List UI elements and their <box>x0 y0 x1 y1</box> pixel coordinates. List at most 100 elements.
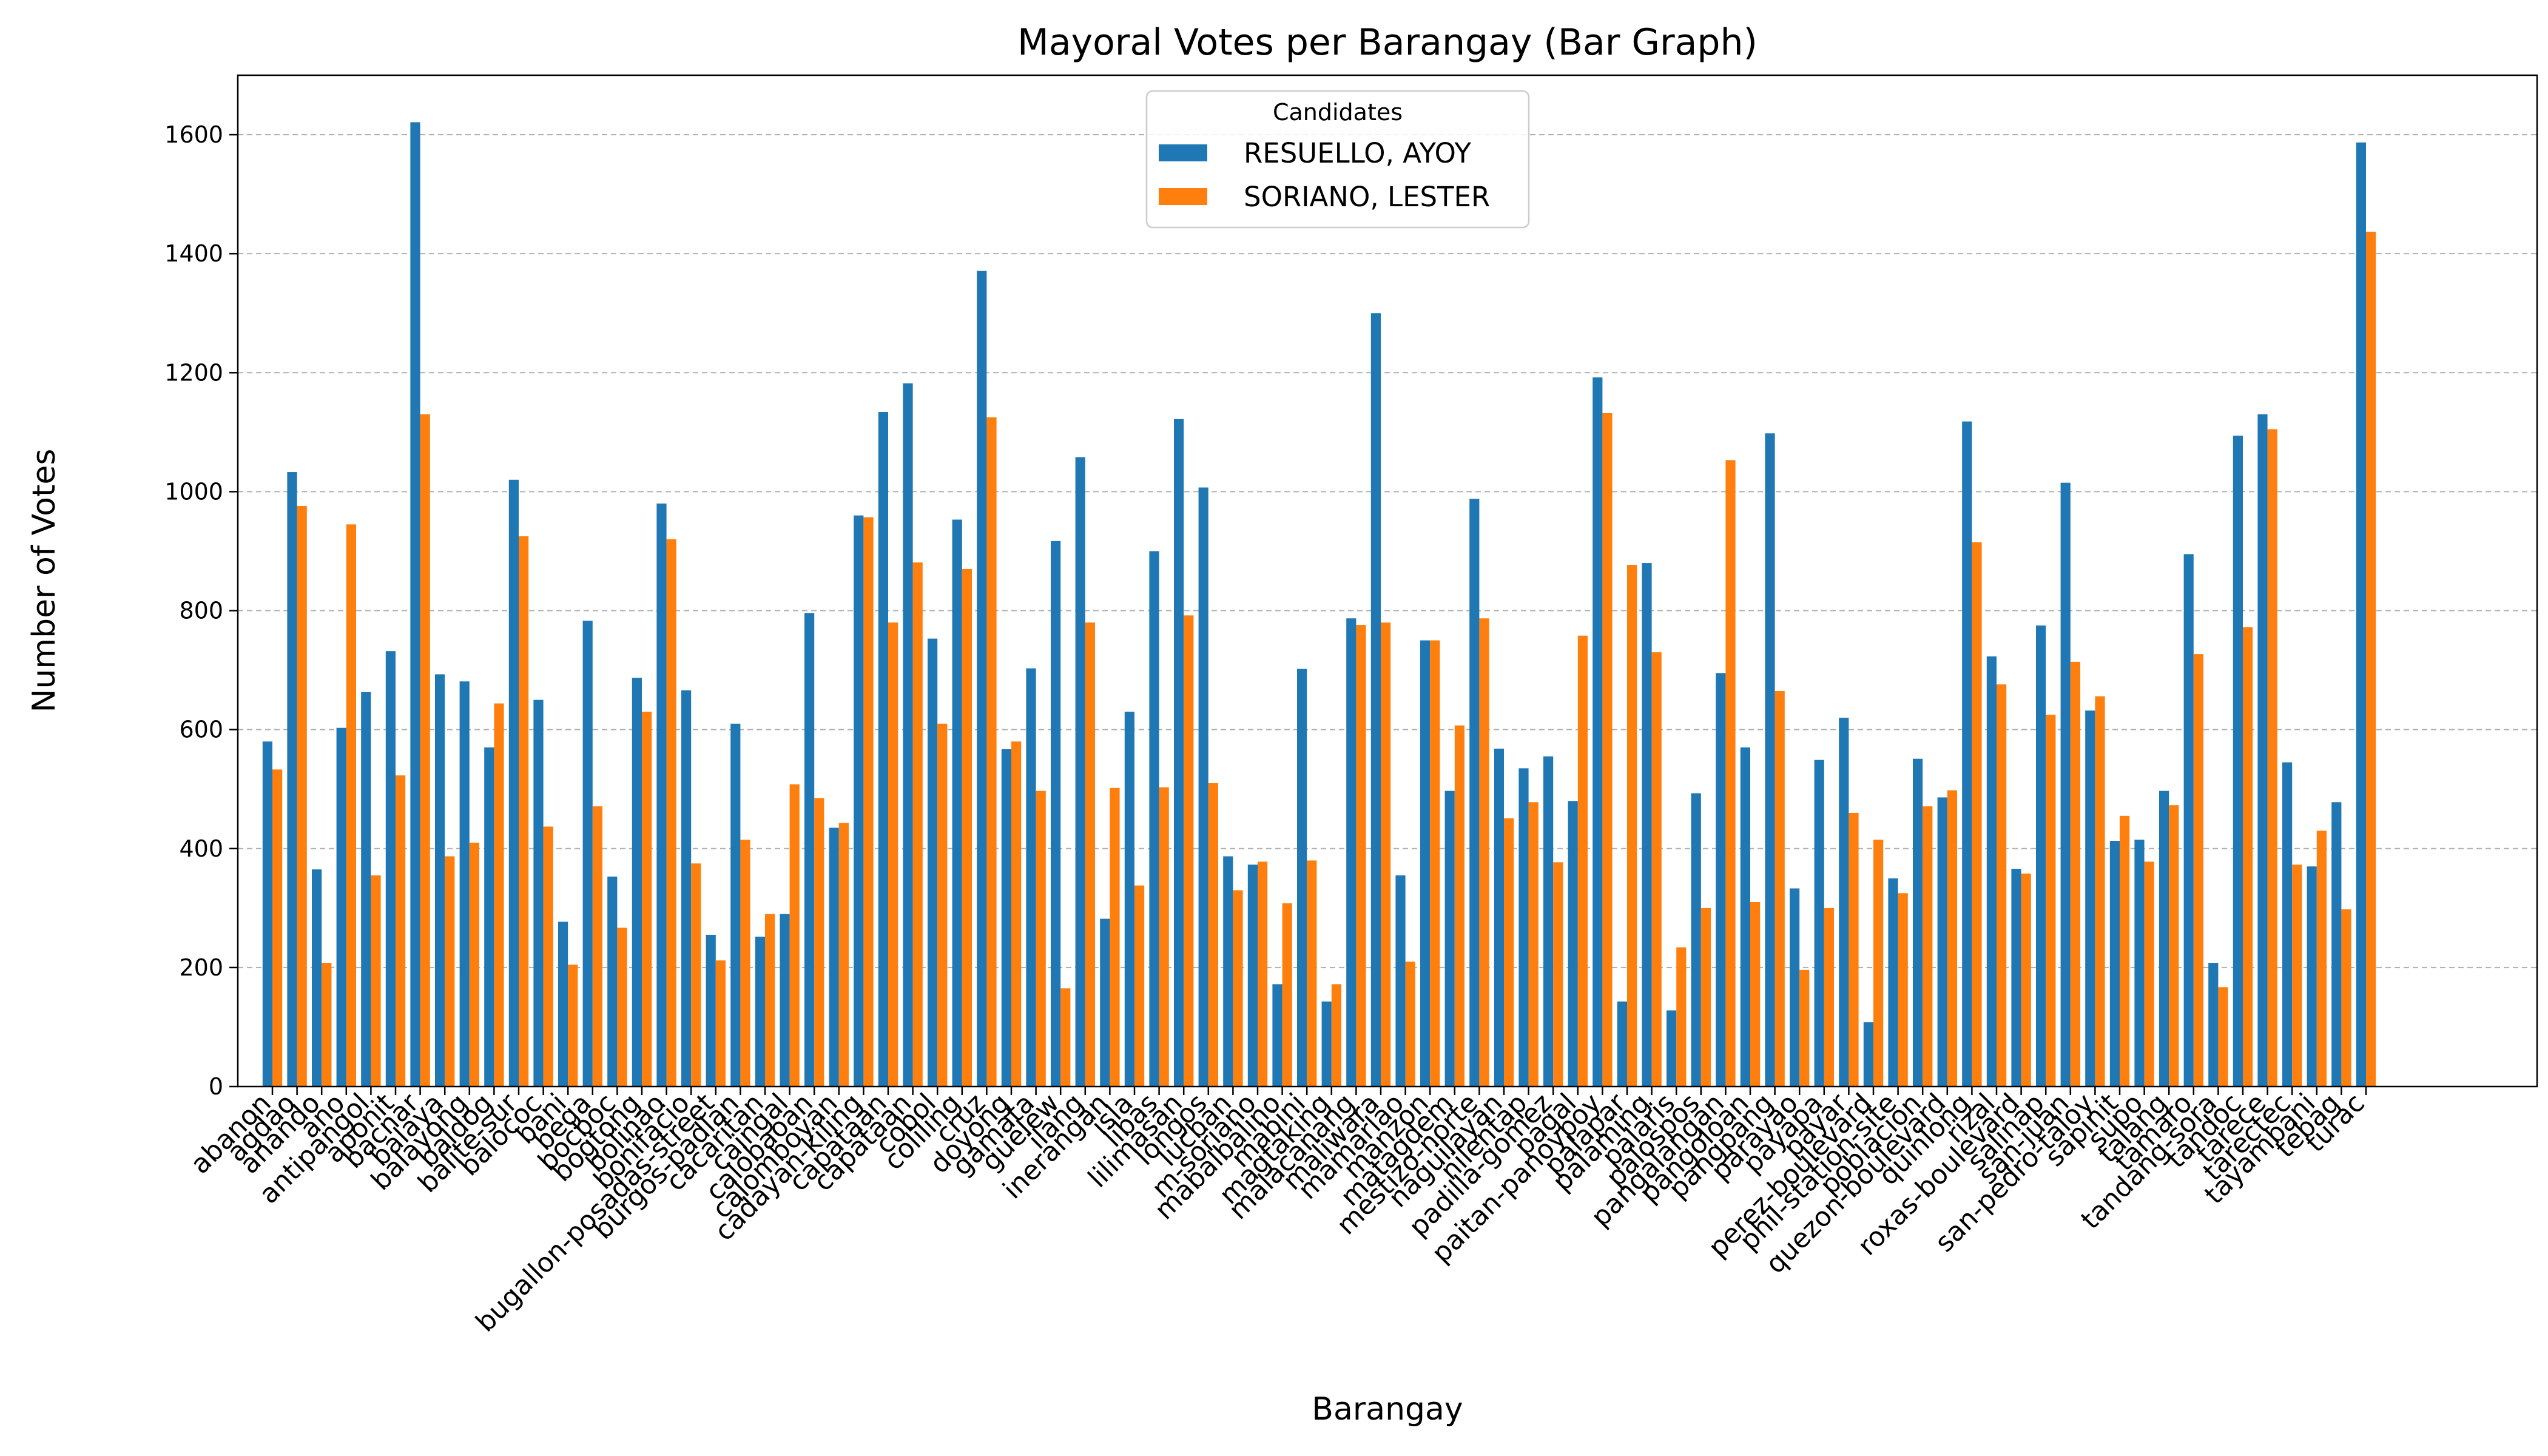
bar-resuello-ayoy <box>312 869 322 1087</box>
bar-soriano-lester <box>715 960 726 1087</box>
y-tick-label: 1400 <box>164 240 223 267</box>
bar-soriano-lester <box>1528 802 1539 1087</box>
bar-soriano-lester <box>789 784 800 1087</box>
bar-soriano-lester <box>1307 860 1317 1087</box>
x-axis-label: Barangay <box>1312 1391 1463 1427</box>
bar-soriano-lester <box>1036 790 1046 1087</box>
bar-soriano-lester <box>1504 818 1514 1087</box>
bar-resuello-ayoy <box>1247 864 1258 1087</box>
bar-soriano-lester <box>1799 969 1810 1087</box>
bar-soriano-lester <box>1405 962 1415 1087</box>
y-tick-label: 400 <box>179 835 223 862</box>
bar-soriano-lester <box>297 505 307 1087</box>
bar-soriano-lester <box>2169 805 2179 1087</box>
bar-resuello-ayoy <box>2011 869 2021 1087</box>
bar-resuello-ayoy <box>878 412 888 1087</box>
bar-resuello-ayoy <box>336 727 346 1087</box>
bar-soriano-lester <box>1282 903 1292 1087</box>
bar-soriano-lester <box>937 723 948 1087</box>
bar-soriano-lester <box>1602 413 1613 1087</box>
bar-soriano-lester <box>1159 787 1169 1087</box>
bar-resuello-ayoy <box>1740 747 1750 1087</box>
bar-resuello-ayoy <box>1814 760 1824 1087</box>
bar-soriano-lester <box>1184 615 1194 1087</box>
bar-soriano-lester <box>1454 725 1464 1087</box>
bar-soriano-lester <box>1824 908 1834 1087</box>
bar-resuello-ayoy <box>1272 984 1282 1087</box>
bar-soriano-lester <box>1577 635 1588 1087</box>
bar-resuello-ayoy <box>1149 551 1159 1087</box>
bar-resuello-ayoy <box>2233 436 2243 1087</box>
y-axis-label: Number of Votes <box>26 449 62 713</box>
bar-soriano-lester <box>814 798 824 1087</box>
bar-resuello-ayoy <box>2036 625 2046 1087</box>
bar-resuello-ayoy <box>1986 656 1997 1087</box>
bar-soriano-lester <box>1258 861 1268 1087</box>
bar-resuello-ayoy <box>2257 414 2268 1087</box>
bar-soriano-lester <box>1651 652 1662 1087</box>
bar-soriano-lester <box>2341 909 2351 1087</box>
legend-title: Candidates <box>1273 99 1403 126</box>
bar-soriano-lester <box>1356 625 1366 1087</box>
bar-resuello-ayoy <box>2208 963 2219 1087</box>
bar-soriano-lester <box>986 417 997 1087</box>
bar-soriano-lester <box>1627 565 1637 1087</box>
bar-resuello-ayoy <box>2109 841 2120 1087</box>
legend: Candidates RESUELLO, AYOY SORIANO, LESTE… <box>1145 90 1530 229</box>
bar-resuello-ayoy <box>1592 377 1603 1087</box>
bar-resuello-ayoy <box>903 383 913 1087</box>
bar-resuello-ayoy <box>730 723 741 1087</box>
bar-resuello-ayoy <box>582 621 593 1087</box>
bar-resuello-ayoy <box>706 934 716 1087</box>
bar-soriano-lester <box>1430 640 1440 1087</box>
legend-swatch-resuello <box>1159 144 1207 161</box>
bar-soriano-lester <box>568 964 578 1087</box>
bar-resuello-ayoy <box>1691 793 1701 1087</box>
bar-soriano-lester <box>1011 741 1022 1087</box>
bar-soriano-lester <box>2316 831 2327 1087</box>
bar-soriano-lester <box>543 826 553 1087</box>
bar-resuello-ayoy <box>1790 888 1800 1087</box>
bar-soriano-lester <box>863 517 874 1087</box>
bar-soriano-lester <box>1085 622 1095 1087</box>
bar-soriano-lester <box>2046 715 2056 1087</box>
bar-soriano-lester <box>691 863 701 1087</box>
bar-soriano-lester <box>2243 627 2253 1087</box>
bar-soriano-lester <box>2292 864 2302 1087</box>
y-tick-label: 1600 <box>164 121 223 148</box>
bar-resuello-ayoy <box>1297 669 1307 1087</box>
bar-soriano-lester <box>642 712 652 1087</box>
bar-soriano-lester <box>2193 654 2203 1087</box>
y-tick-label: 1200 <box>164 359 223 386</box>
bar-soriano-lester <box>322 963 332 1087</box>
bar-soriano-lester <box>2267 429 2277 1087</box>
bar-soriano-lester <box>272 769 283 1087</box>
bar-soriano-lester <box>1233 890 1243 1087</box>
legend-swatch-soriano <box>1159 188 1207 205</box>
bar-soriano-lester <box>445 856 455 1087</box>
bar-resuello-ayoy <box>755 936 765 1087</box>
bar-resuello-ayoy <box>2134 840 2145 1087</box>
bar-soriano-lester <box>1110 787 1120 1087</box>
bar-soriano-lester <box>666 539 676 1087</box>
bar-soriano-lester <box>1700 908 1711 1087</box>
bar-resuello-ayoy <box>558 922 568 1087</box>
bar-soriano-lester <box>396 775 406 1087</box>
bar-resuello-ayoy <box>1888 878 1898 1087</box>
chart-title: Mayoral Votes per Barangay (Bar Graph) <box>1017 21 1758 64</box>
bar-resuello-ayoy <box>287 472 297 1087</box>
bar-resuello-ayoy <box>1075 457 1085 1087</box>
bar-resuello-ayoy <box>1420 640 1431 1087</box>
bar-resuello-ayoy <box>1667 1010 1677 1087</box>
bar-resuello-ayoy <box>1765 433 1775 1087</box>
bar-resuello-ayoy <box>2307 866 2317 1087</box>
bar-resuello-ayoy <box>1568 801 1578 1087</box>
bar-soriano-lester <box>371 875 381 1087</box>
y-tick-label: 200 <box>179 954 223 981</box>
bar-resuello-ayoy <box>262 741 272 1087</box>
bar-resuello-ayoy <box>435 674 445 1087</box>
bar-soriano-lester <box>1972 542 1982 1087</box>
bar-resuello-ayoy <box>459 681 470 1087</box>
bar-resuello-ayoy <box>804 613 815 1087</box>
